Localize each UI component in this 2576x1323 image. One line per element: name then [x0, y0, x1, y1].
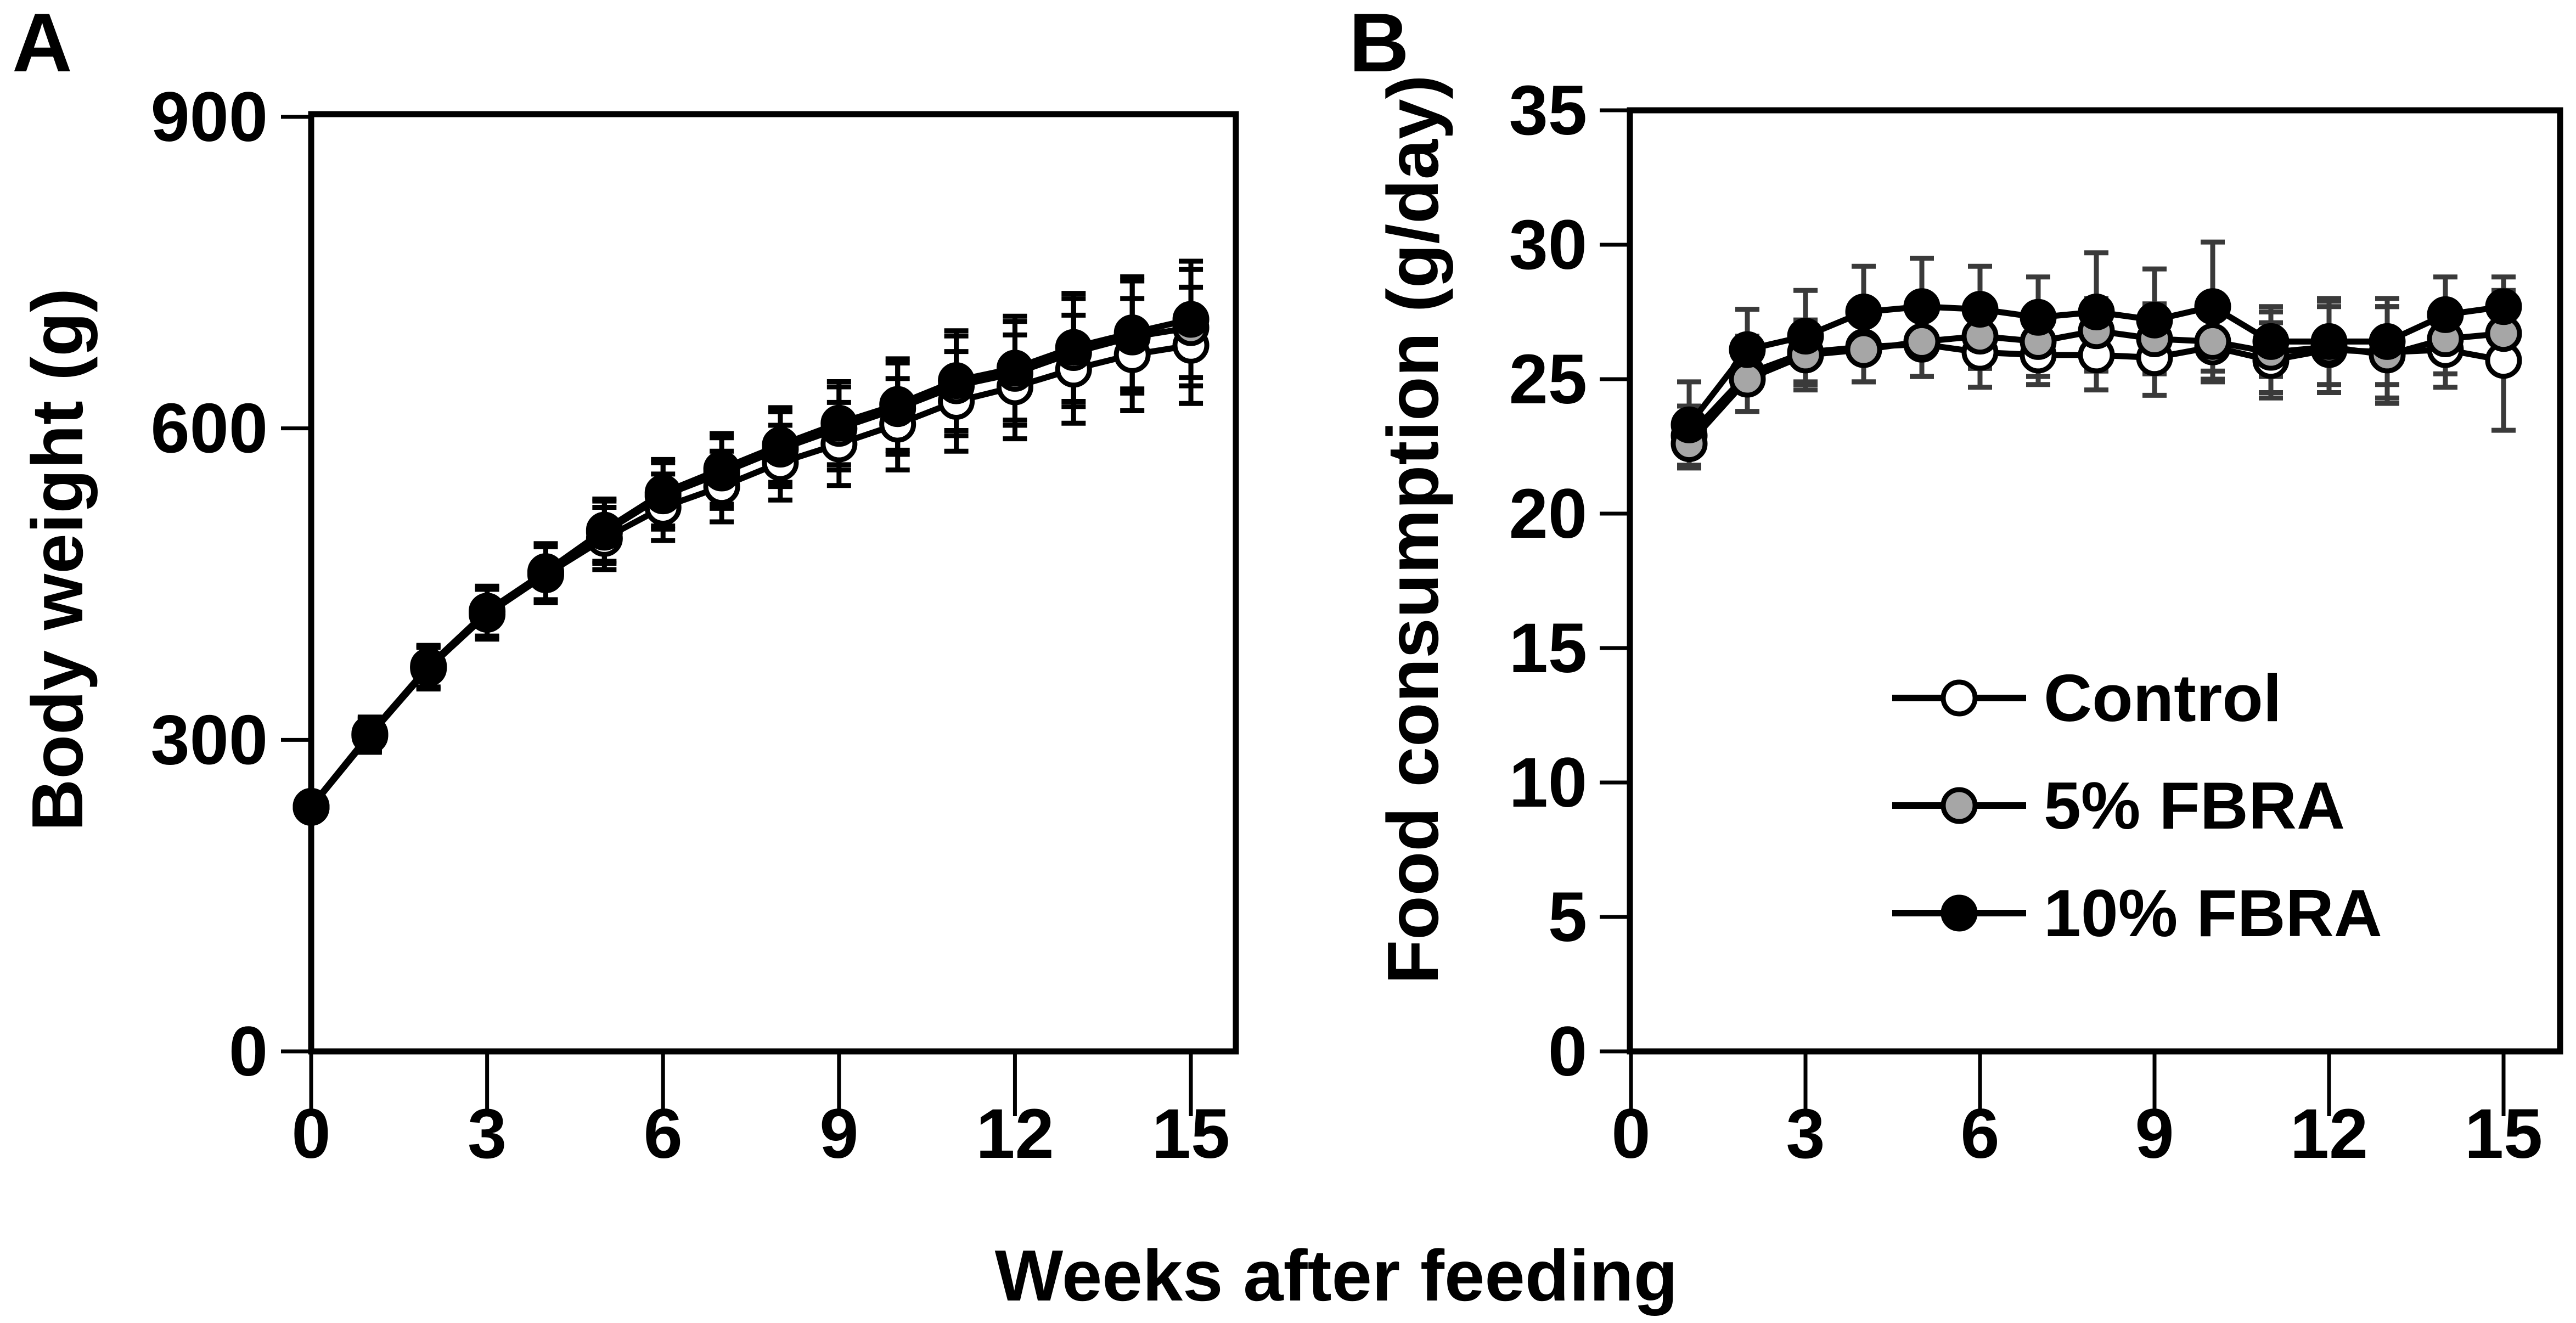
series-line-10-fbra [308, 316, 1192, 808]
marker-black-circle [2194, 288, 2231, 325]
legend-item: Control [1892, 661, 2282, 735]
x-axis-title: Weeks after feeding [995, 1235, 1678, 1316]
y-tick-label: 0 [229, 1012, 268, 1091]
series-line-5-fbra [308, 324, 1191, 809]
y-tick-label: 35 [1509, 71, 1587, 150]
x-tick-label: 12 [2290, 1095, 2368, 1173]
marker-gray-circle [2194, 323, 2231, 360]
marker-black-circle [586, 511, 623, 549]
marker-black-circle [469, 593, 506, 630]
legend-label: 5% FBRA [2044, 768, 2345, 843]
y-tick-label: 900 [150, 78, 268, 156]
x-tick-label: 0 [1611, 1095, 1650, 1173]
marker-black-circle [2485, 288, 2522, 325]
marker-black-circle [1903, 288, 1941, 325]
legend-marker-black-circle [1941, 894, 1978, 932]
y-tick-label: 10 [1509, 744, 1587, 822]
x-tick-label: 9 [819, 1095, 858, 1173]
legend-item: 5% FBRA [1892, 768, 2345, 843]
x-tick-label: 3 [1786, 1095, 1825, 1173]
panel-b-y-axis-title: Food consumption (g/day) [1373, 75, 1453, 984]
marker-black-circle [1961, 291, 1999, 328]
y-tick-label: 5 [1548, 878, 1587, 956]
panel-a-y-axis-title: Body weight (g) [17, 288, 98, 831]
panel-b: 0 5 10 15 20 25 30 35 0 3 6 9 12 15 Control 5% FBRA 10% … [1509, 71, 2563, 1173]
x-tick-label: 12 [976, 1095, 1054, 1173]
marker-gray-circle [1845, 331, 1882, 368]
x-tick-label: 6 [1960, 1095, 1999, 1173]
y-tick-label: 300 [150, 701, 268, 779]
marker-black-circle [2136, 301, 2173, 339]
panel-a: 0 300 600 900 0 3 6 9 12 15 [150, 78, 1239, 1173]
y-tick-label: 15 [1509, 609, 1587, 688]
marker-black-circle [1787, 318, 1824, 355]
marker-black-circle [1845, 294, 1882, 330]
x-tick-label: 6 [644, 1095, 683, 1173]
x-tick-label: 15 [2465, 1095, 2543, 1173]
marker-black-circle [996, 350, 1033, 387]
marker-black-circle [2310, 323, 2348, 360]
panel-a-letter: A [12, 0, 72, 89]
marker-black-circle [1172, 301, 1210, 338]
marker-black-circle [644, 474, 682, 511]
plot-frame [308, 111, 1239, 1055]
marker-black-circle [2427, 296, 2464, 333]
x-tick-label: 9 [2135, 1095, 2174, 1173]
marker-black-circle [2020, 299, 2057, 336]
marker-black-circle [293, 787, 330, 825]
marker-gray-circle [1729, 361, 1766, 398]
legend: Control 5% FBRA 10% FBRA [1892, 661, 2382, 950]
series-line-control [308, 342, 1191, 809]
marker-black-circle [2369, 323, 2406, 360]
marker-black-circle [762, 426, 799, 464]
marker-black-circle [703, 450, 740, 487]
marker-black-circle [820, 404, 858, 442]
x-tick-label: 15 [1152, 1095, 1230, 1173]
legend-label: 10% FBRA [2044, 876, 2382, 950]
marker-black-circle [2252, 323, 2290, 360]
legend-item: 10% FBRA [1892, 876, 2382, 950]
marker-black-circle [1671, 406, 1708, 443]
marker-black-circle [1729, 331, 1766, 368]
marker-black-circle [351, 715, 389, 752]
y-tick-label: 0 [1548, 1012, 1587, 1091]
legend-marker-gray-circle [1941, 787, 1978, 824]
x-tick-label: 3 [468, 1095, 507, 1173]
marker-black-circle [2078, 294, 2115, 330]
y-tick-label: 600 [150, 390, 268, 468]
marker-black-circle [1113, 314, 1151, 352]
y-tick-label: 20 [1509, 475, 1587, 553]
marker-gray-circle [1903, 323, 1941, 360]
marker-black-circle [938, 362, 975, 399]
marker-black-circle [527, 553, 564, 590]
x-tick-label: 0 [291, 1095, 330, 1173]
plot-frame [1627, 107, 2563, 1055]
y-tick-label: 30 [1509, 206, 1587, 284]
y-tick-label: 25 [1509, 340, 1587, 419]
marker-black-circle [879, 386, 916, 423]
panel-b-letter: B [1349, 0, 1409, 89]
marker-black-circle [410, 648, 447, 685]
legend-label: Control [2044, 661, 2282, 735]
marker-black-circle [1055, 329, 1092, 366]
legend-marker-open-circle [1941, 679, 1978, 717]
